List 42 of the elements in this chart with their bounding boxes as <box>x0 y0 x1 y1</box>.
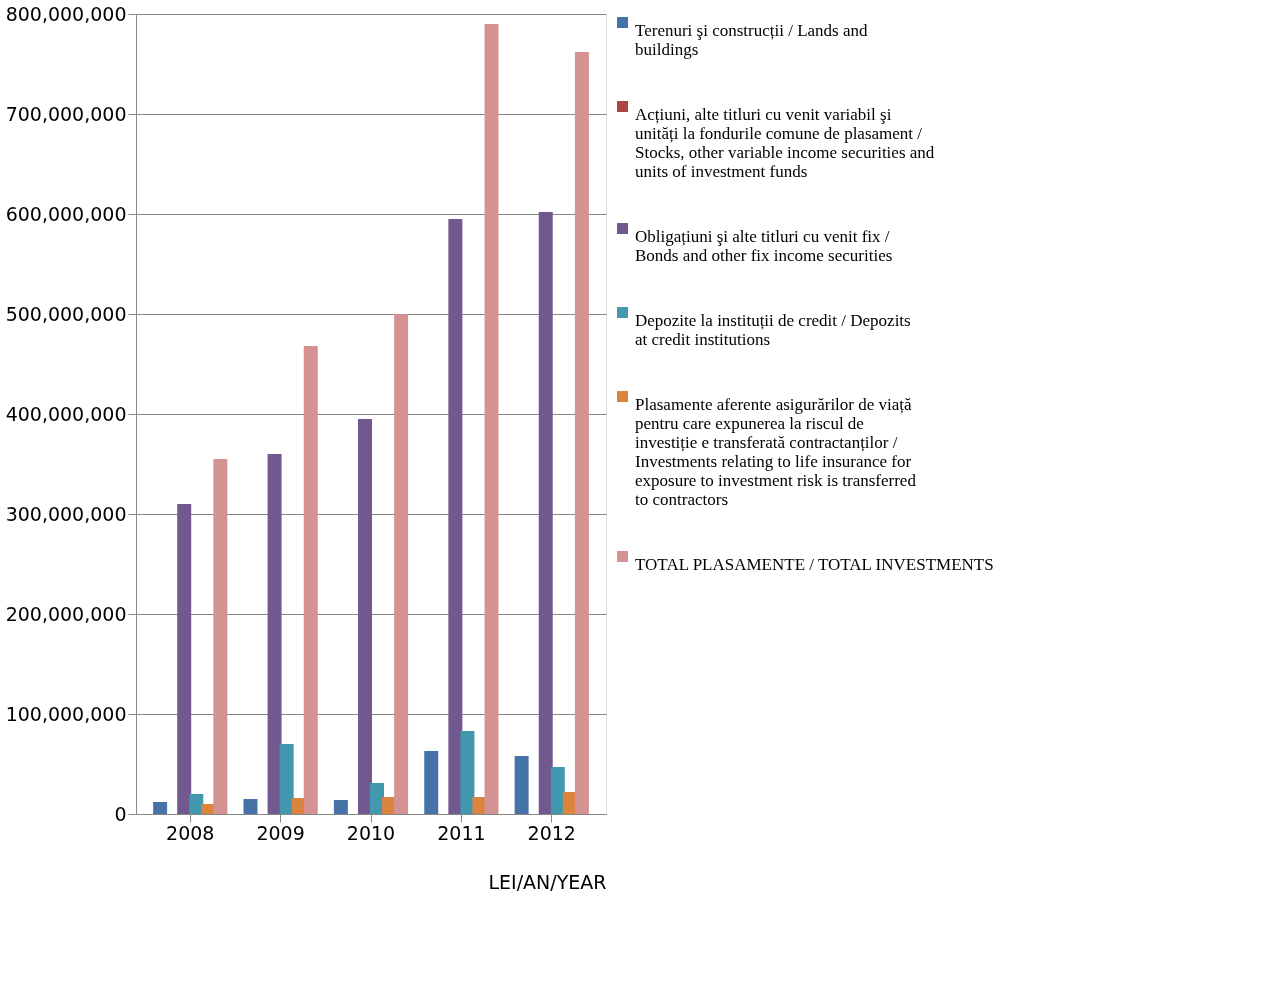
y-tick-label: 300,000,000 <box>5 502 127 525</box>
legend-label: Depozite la instituții de credit / Depozits at credit institutions <box>635 310 911 349</box>
bar <box>538 212 553 814</box>
x-tick-label: 2009 <box>256 821 305 844</box>
bar <box>357 419 372 814</box>
legend-label: Obligațiuni şi alte titluri cu venit fix / Bonds and other fix income securities <box>635 226 893 265</box>
x-tick-label: 2008 <box>166 821 215 844</box>
legend-label: Terenuri şi construcții / Lands and buildings <box>635 20 868 59</box>
y-tick-label: 800,000,000 <box>5 2 127 25</box>
bar <box>153 802 168 814</box>
bar <box>177 504 192 814</box>
legend-label: Acțiuni, alte titluri cu venit variabil şi unități la fondurile comune de plasament / Stocks, other variable income securities and units of investment funds <box>635 104 935 181</box>
bar <box>279 744 294 814</box>
x-axis-title: LEI/AN/YEAR <box>488 870 607 893</box>
bar <box>550 767 565 814</box>
y-tick-label: 0 <box>114 802 127 825</box>
bar <box>472 797 487 814</box>
x-tick-label: 2010 <box>346 821 396 844</box>
y-tick-label: 500,000,000 <box>5 302 127 325</box>
bar <box>514 756 529 814</box>
bar <box>370 783 385 814</box>
x-tick-label: 2012 <box>527 821 576 844</box>
y-tick-label: 100,000,000 <box>5 702 127 725</box>
bar <box>267 454 282 814</box>
bar <box>394 314 409 814</box>
bar <box>333 800 348 814</box>
bar <box>574 52 589 814</box>
bar <box>460 731 475 814</box>
legend-label: Plasamente aferente asigurărilor de viață pentru care expunerea la riscul de investiție e transferată contractanților / Investments relating to life insurance for exposure to investment risk is transferred to contractors <box>635 394 917 509</box>
y-tick-label: 400,000,000 <box>5 402 127 425</box>
bar <box>303 346 318 814</box>
bar <box>213 459 228 814</box>
x-tick-label: 2011 <box>437 821 486 844</box>
bar <box>189 794 204 814</box>
bar <box>448 219 463 814</box>
y-tick-label: 200,000,000 <box>5 602 127 625</box>
legend-label: TOTAL PLASAMENTE / TOTAL INVESTMENTS <box>635 554 994 574</box>
bar <box>424 751 439 814</box>
bar <box>484 24 499 814</box>
y-tick-label: 600,000,000 <box>5 202 127 225</box>
bar <box>243 799 258 814</box>
y-tick-label: 700,000,000 <box>5 102 127 125</box>
